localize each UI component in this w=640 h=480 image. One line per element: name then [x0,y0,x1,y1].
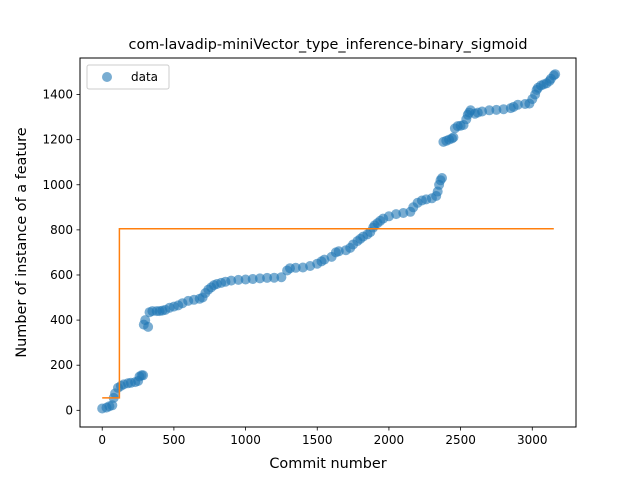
y-tick-label: 200 [50,358,73,372]
data-point [491,104,502,115]
legend-marker [102,72,112,82]
fit-line [102,227,554,399]
legend-label: data [131,70,158,84]
y-axis-ticks: 0 200 400 600 800 1000 1200 1400 [42,88,80,417]
y-axis-label: Number of instance of a feature [14,127,30,357]
data-point [484,105,495,116]
data-point [550,69,561,80]
y-tick-label: 800 [50,223,73,237]
x-tick-label: 2500 [445,433,476,447]
x-tick-label: 0 [98,433,106,447]
data-point [276,272,287,283]
data-point [143,321,154,332]
data-point [107,400,118,411]
axes-frame [79,57,577,428]
y-tick-label: 0 [65,403,73,417]
data-point [269,272,280,283]
chart-title: com-lavadip-miniVector_type_inference-bi… [129,37,528,53]
y-tick-label: 1000 [42,178,73,192]
data-point [448,132,459,143]
y-tick-label: 1400 [42,88,73,102]
x-tick-label: 2000 [374,433,405,447]
data-point [512,99,523,110]
legend-box [86,64,170,90]
x-axis-ticks: 0 500 1000 1500 2000 2500 3000 [98,427,548,447]
data-point [254,273,265,284]
y-tick-label: 1200 [42,133,73,147]
x-tick-label: 500 [162,433,185,447]
data-point [290,262,301,273]
data-point [240,274,251,285]
data-point [233,274,244,285]
x-tick-label: 3000 [517,433,548,447]
data-point [262,272,273,283]
data-point [226,275,237,286]
data-point [247,274,258,284]
data-point [138,370,149,381]
x-axis-label: Commit number [269,456,386,472]
legend: data [86,64,170,90]
x-tick-label: 1000 [230,433,261,447]
y-tick-label: 600 [50,268,73,282]
plot-area [97,69,561,414]
x-tick-label: 1500 [302,433,333,447]
data-point [437,173,447,183]
y-tick-label: 400 [50,313,73,327]
